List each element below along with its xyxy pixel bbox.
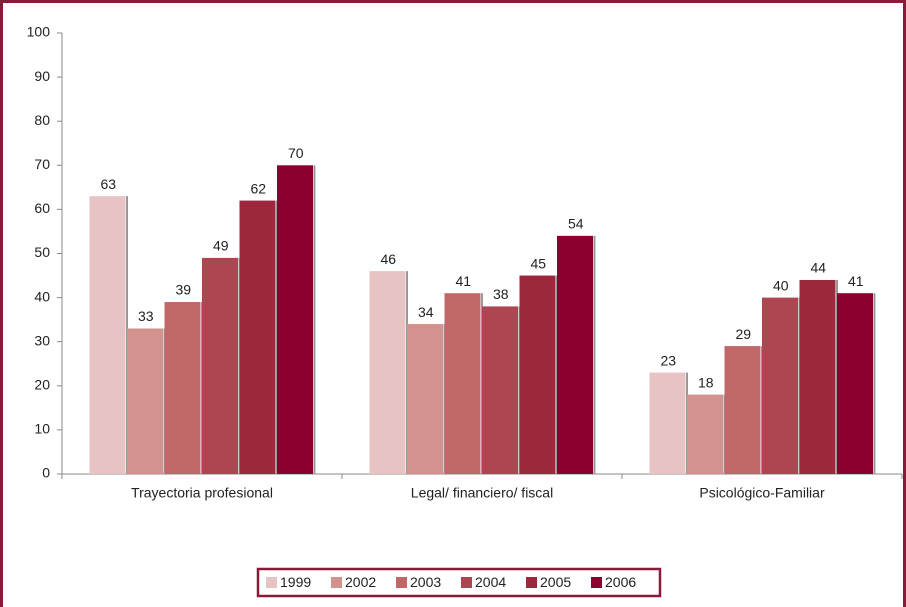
y-tick-label: 60 (34, 200, 50, 216)
bar (277, 165, 313, 475)
bar (164, 302, 201, 474)
bar (127, 328, 163, 474)
value-label: 41 (848, 273, 864, 289)
value-label: 34 (418, 304, 434, 320)
value-label: 44 (810, 260, 826, 276)
legend-label: 2005 (540, 574, 571, 590)
bar (202, 257, 238, 474)
bar-shadow (313, 165, 316, 475)
bar (799, 279, 836, 474)
x-tick-label: Psicológico-Familiar (699, 485, 825, 501)
bar (369, 271, 406, 474)
value-label: 45 (530, 255, 546, 271)
bar (519, 275, 556, 474)
y-tick-label: 50 (34, 244, 50, 260)
y-tick-label: 30 (34, 332, 50, 348)
value-label: 39 (175, 282, 191, 298)
value-label: 18 (698, 374, 714, 390)
legend-swatch (396, 577, 407, 588)
bar-shadow (593, 235, 596, 474)
bar (482, 306, 518, 474)
value-label: 62 (250, 180, 266, 196)
legend-swatch (526, 577, 537, 588)
legend-swatch (266, 577, 277, 588)
value-label: 70 (288, 145, 304, 161)
y-tick-label: 40 (34, 288, 50, 304)
legend-label: 2006 (605, 574, 636, 590)
legend-swatch (591, 577, 602, 588)
legend-label: 2003 (410, 574, 441, 590)
value-label: 29 (735, 326, 751, 342)
value-label: 41 (455, 273, 471, 289)
value-label: 38 (493, 286, 509, 302)
legend-label: 2004 (475, 574, 506, 590)
y-tick-label: 0 (42, 465, 50, 481)
value-label: 46 (380, 251, 396, 267)
value-label: 63 (100, 176, 116, 192)
legend-label: 2002 (345, 574, 376, 590)
y-tick-label: 20 (34, 377, 50, 393)
legend-swatch (331, 577, 342, 588)
x-tick-label: Legal/ financiero/ fiscal (411, 485, 553, 501)
value-label: 40 (773, 277, 789, 293)
value-label: 33 (138, 308, 154, 324)
bar (687, 394, 723, 474)
bar (239, 200, 276, 474)
bar (557, 235, 593, 474)
legend-swatch (461, 577, 472, 588)
value-label: 54 (568, 216, 584, 232)
bar (444, 293, 481, 474)
bar (89, 196, 126, 475)
bar (649, 372, 686, 474)
bar (762, 297, 798, 474)
legend-label: 1999 (280, 574, 311, 590)
y-tick-label: 80 (34, 112, 50, 128)
y-tick-label: 100 (27, 24, 51, 40)
bar (724, 346, 761, 474)
bar-shadow (873, 293, 876, 474)
y-tick-label: 10 (34, 421, 50, 437)
y-tick-label: 70 (34, 156, 50, 172)
value-label: 23 (660, 352, 676, 368)
y-tick-label: 90 (34, 68, 50, 84)
bar (407, 324, 443, 474)
x-tick-label: Trayectoria profesional (131, 485, 273, 501)
value-label: 49 (213, 238, 229, 254)
bar (837, 293, 873, 474)
